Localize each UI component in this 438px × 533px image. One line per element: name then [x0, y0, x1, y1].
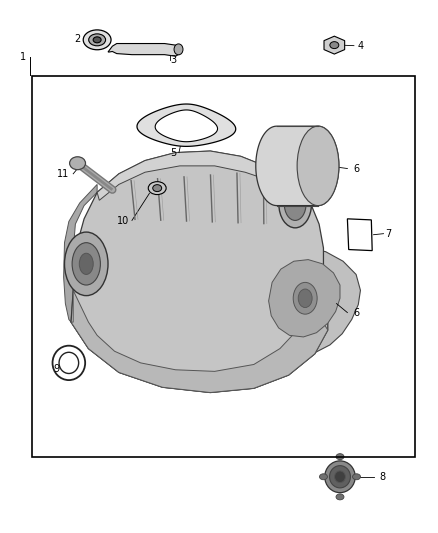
Ellipse shape — [93, 37, 101, 43]
Text: 10: 10 — [117, 216, 129, 227]
Ellipse shape — [319, 474, 328, 480]
Ellipse shape — [79, 253, 93, 274]
Ellipse shape — [336, 494, 344, 500]
Ellipse shape — [70, 157, 85, 169]
Text: 3: 3 — [170, 55, 177, 65]
Polygon shape — [108, 44, 182, 56]
Text: 5: 5 — [170, 148, 177, 158]
Polygon shape — [64, 184, 97, 322]
Text: 11: 11 — [57, 169, 69, 179]
Ellipse shape — [88, 34, 106, 46]
Ellipse shape — [298, 289, 312, 308]
Polygon shape — [268, 260, 340, 337]
Ellipse shape — [279, 180, 311, 228]
Text: 2: 2 — [74, 34, 81, 44]
Ellipse shape — [325, 461, 355, 492]
Text: 7: 7 — [385, 229, 392, 239]
Ellipse shape — [83, 30, 111, 50]
Ellipse shape — [284, 188, 306, 221]
Polygon shape — [155, 110, 218, 142]
Text: 6: 6 — [353, 164, 359, 174]
Ellipse shape — [293, 282, 317, 314]
Ellipse shape — [72, 243, 100, 285]
Ellipse shape — [329, 466, 350, 488]
Polygon shape — [71, 272, 328, 392]
Text: 6: 6 — [353, 308, 359, 318]
Text: 1: 1 — [20, 52, 26, 62]
Text: 4: 4 — [357, 41, 364, 51]
Ellipse shape — [174, 44, 183, 55]
Polygon shape — [71, 290, 328, 392]
Polygon shape — [137, 104, 236, 147]
Polygon shape — [97, 151, 293, 200]
Ellipse shape — [64, 232, 108, 296]
Ellipse shape — [153, 184, 162, 191]
Ellipse shape — [353, 474, 360, 480]
Ellipse shape — [59, 352, 79, 374]
Bar — [32, 76, 415, 457]
Polygon shape — [256, 126, 339, 206]
Ellipse shape — [335, 471, 346, 482]
Ellipse shape — [336, 454, 344, 459]
Text: 8: 8 — [380, 472, 386, 482]
Polygon shape — [261, 248, 360, 356]
Text: 9: 9 — [53, 364, 60, 374]
Ellipse shape — [297, 126, 339, 206]
Polygon shape — [71, 151, 328, 392]
Polygon shape — [324, 36, 345, 54]
Ellipse shape — [148, 182, 166, 195]
Ellipse shape — [330, 42, 339, 49]
